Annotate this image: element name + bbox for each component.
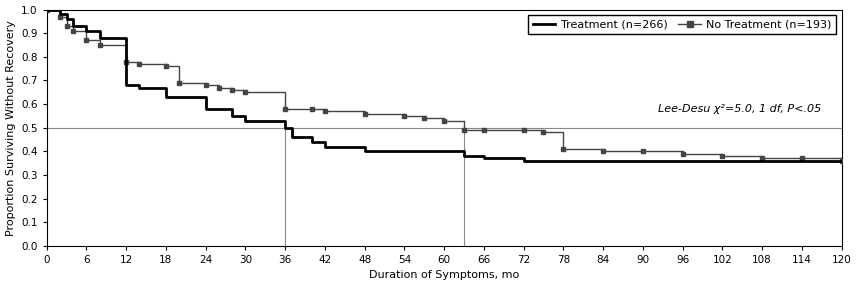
X-axis label: Duration of Symptoms, mo: Duration of Symptoms, mo — [369, 271, 519, 281]
Legend: Treatment (n=266), No Treatment (n=193): Treatment (n=266), No Treatment (n=193) — [528, 15, 836, 34]
Text: Lee-Desu χ²=5.0, 1 df, P<.05: Lee-Desu χ²=5.0, 1 df, P<.05 — [658, 104, 822, 114]
Y-axis label: Proportion Surviving Without Recovery: Proportion Surviving Without Recovery — [5, 20, 15, 236]
